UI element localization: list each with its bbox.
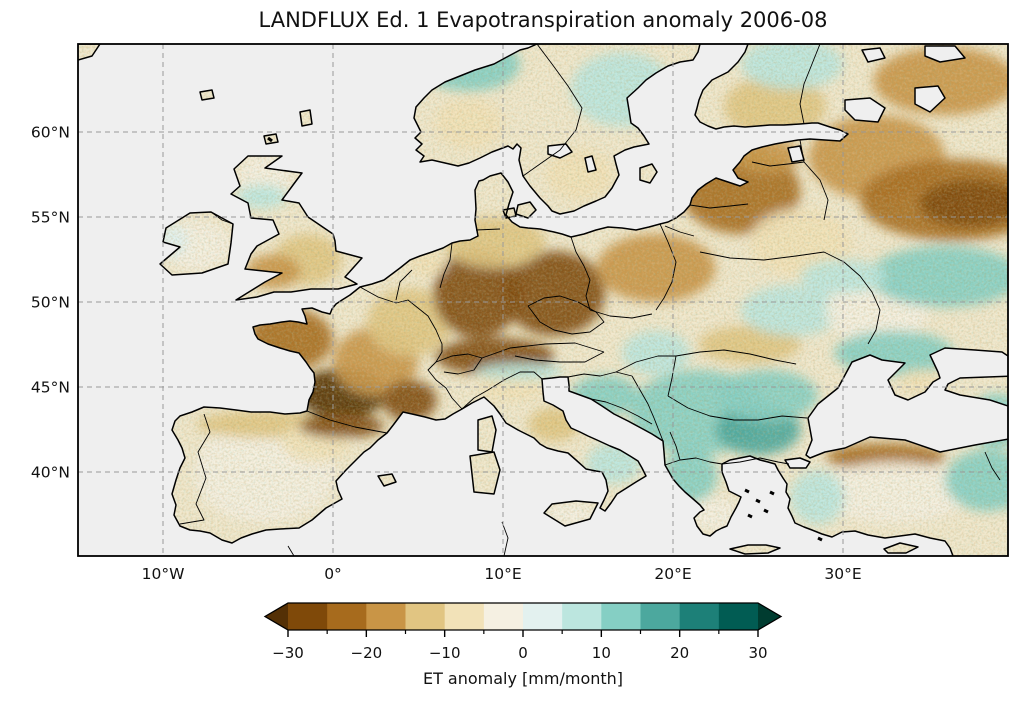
- country-borders: [179, 44, 1001, 556]
- x-axis-tick-label: 30°E: [824, 565, 861, 583]
- colorbar-segment: [366, 603, 407, 630]
- x-axis-tick-label: 20°E: [654, 565, 691, 583]
- colorbar-axis-label: ET anomaly [mm/month]: [423, 669, 623, 688]
- colorbar-tick-label: −30: [272, 644, 304, 662]
- sea-of-marmara: [784, 457, 811, 469]
- colorbar-left-arrow: [265, 603, 288, 630]
- colorbar-tick-label: 0: [518, 644, 528, 662]
- colorbar-segment: [640, 603, 681, 630]
- coastlines: [78, 44, 954, 556]
- colorbar-segment: [483, 603, 524, 630]
- colorbar: −30 −20 −10 0 10 20 30: [263, 602, 783, 662]
- lake-vattern: [584, 155, 597, 173]
- y-axis-tick-label: 60°N: [31, 124, 70, 142]
- x-axis: 10°W 0° 10°E 20°E 30°E: [142, 565, 862, 583]
- colorbar-segment: [405, 603, 446, 630]
- x-axis-tick-label: 10°W: [142, 565, 185, 583]
- colorbar-tick-label: 30: [748, 644, 767, 662]
- colorbar-segment: [718, 603, 759, 630]
- colorbar-segment: [562, 603, 602, 630]
- colorbar-tick-label: −20: [351, 644, 383, 662]
- graticule-gridlines: [78, 44, 1008, 556]
- inland-seas-and-lakes: [547, 45, 1008, 469]
- y-axis-tick-label: 55°N: [31, 209, 70, 227]
- lake-onega: [914, 85, 946, 113]
- x-axis-tick-label: 0°: [324, 565, 342, 583]
- colorbar-segment: [523, 603, 563, 630]
- y-axis: 60°N 55°N 50°N 45°N 40°N: [31, 124, 70, 482]
- colorbar-segment: [327, 603, 367, 630]
- y-axis-tick-label: 45°N: [31, 379, 70, 397]
- y-axis-tick-label: 40°N: [31, 464, 70, 482]
- x-axis-tick-label: 10°E: [484, 565, 521, 583]
- colorbar-segment: [679, 603, 720, 630]
- figure-title: LANDFLUX Ed. 1 Evapotranspiration anomal…: [258, 8, 828, 32]
- plot-frame: [77, 43, 1009, 557]
- lake-ladoga: [844, 97, 886, 123]
- colorbar-tick-label: 10: [592, 644, 611, 662]
- colorbar-segment: [601, 603, 642, 630]
- colorbar-tick-label: 20: [670, 644, 689, 662]
- colorbar-right-arrow: [758, 603, 781, 630]
- lake-north: [861, 47, 886, 63]
- white-sea-inlet: [924, 45, 966, 63]
- colorbar-segment: [288, 603, 328, 630]
- y-axis-tick-label: 50°N: [31, 294, 70, 312]
- colorbar-tick-label: −10: [429, 644, 461, 662]
- black-sea: [805, 347, 1008, 459]
- colorbar-segment: [444, 603, 485, 630]
